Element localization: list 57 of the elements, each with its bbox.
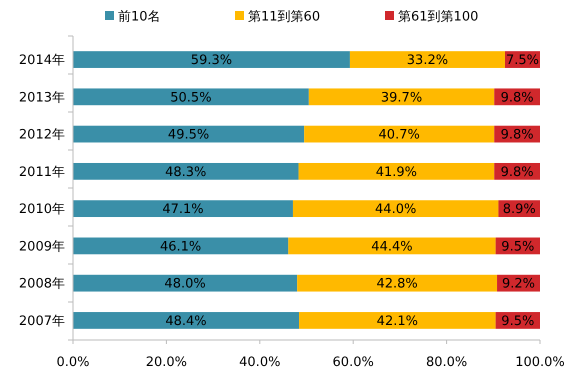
data-label: 9.8% — [500, 90, 534, 106]
data-label: 46.1% — [160, 239, 202, 254]
bar — [73, 200, 293, 218]
y-tick-label: 2011年 — [18, 164, 65, 180]
y-tick-label: 2012年 — [18, 128, 65, 143]
y-tick-label: 2007年 — [18, 314, 65, 329]
bar — [73, 51, 350, 68]
bar — [297, 274, 498, 292]
bar — [288, 238, 496, 254]
bar — [298, 162, 494, 180]
legend-label: 第11到第60 — [248, 10, 320, 25]
x-tick-label: 100.0% — [515, 355, 565, 370]
data-label: 50.5% — [170, 90, 212, 106]
bar — [299, 312, 496, 329]
data-label: 7.5% — [506, 53, 540, 68]
y-tick-label: 2013年 — [18, 90, 65, 106]
data-label: 48.0% — [164, 276, 206, 292]
bar — [73, 274, 298, 292]
data-label: 9.8% — [500, 128, 534, 143]
data-label: 9.5% — [501, 314, 534, 329]
bar — [73, 88, 309, 106]
data-label: 33.2% — [406, 53, 448, 68]
data-label: 9.8% — [500, 164, 534, 180]
bar — [350, 51, 505, 68]
data-label: 41.9% — [376, 164, 418, 180]
data-label: 49.5% — [168, 128, 210, 143]
bar — [73, 238, 288, 254]
legend-label: 第61到第100 — [398, 10, 478, 25]
data-label: 42.1% — [376, 314, 418, 329]
data-label: 59.3% — [190, 53, 232, 68]
y-tick-label: 2014年 — [18, 53, 65, 68]
x-tick-label: 0.0% — [56, 355, 90, 370]
bar — [308, 88, 494, 106]
bar — [73, 312, 300, 329]
data-label: 47.1% — [162, 202, 204, 218]
x-tick-label: 60.0% — [332, 355, 374, 370]
bar — [304, 126, 494, 142]
data-label: 9.2% — [502, 276, 536, 292]
data-label: 48.3% — [165, 164, 206, 180]
x-tick-label: 40.0% — [239, 355, 280, 370]
legend-label: 前10名 — [118, 10, 161, 25]
bar — [73, 162, 299, 180]
data-label: 9.5% — [501, 239, 534, 254]
y-tick-label: 2010年 — [18, 202, 65, 218]
bar — [292, 200, 498, 218]
data-label: 48.4% — [165, 314, 207, 329]
x-tick-label: 80.0% — [426, 355, 468, 370]
data-label: 42.8% — [376, 276, 418, 292]
bar — [73, 126, 304, 142]
x-tick-label: 20.0% — [146, 355, 188, 370]
y-tick-label: 2009年 — [18, 239, 65, 254]
data-label: 44.0% — [375, 202, 416, 218]
data-label: 8.9% — [502, 202, 536, 218]
y-tick-label: 2008年 — [18, 276, 65, 292]
data-label: 40.7% — [378, 128, 420, 143]
data-label: 44.4% — [371, 239, 413, 254]
data-label: 39.7% — [380, 90, 422, 106]
